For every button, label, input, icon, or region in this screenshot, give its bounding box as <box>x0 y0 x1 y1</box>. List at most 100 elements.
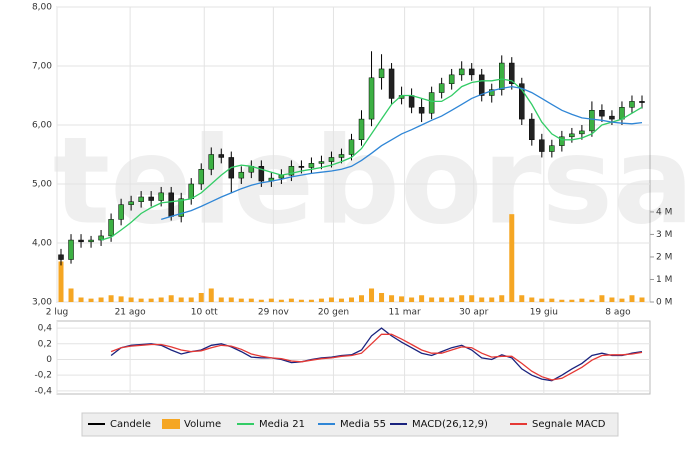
y-tick-label: 0,4 <box>38 324 53 334</box>
y-tick-label: -0,4 <box>34 386 52 396</box>
candle-body <box>218 154 225 158</box>
candle-body <box>88 239 94 243</box>
volume-bar <box>78 297 84 302</box>
x-tick-label: 29 nov <box>258 308 290 318</box>
candle-body <box>609 115 615 120</box>
candle-body <box>128 201 134 205</box>
volume-bar <box>639 297 645 302</box>
candle-body <box>208 154 215 170</box>
volume-bar <box>529 297 535 302</box>
candle-body <box>408 95 415 108</box>
volume-bar <box>98 297 104 302</box>
candle-body <box>509 62 515 84</box>
candle-body <box>288 166 295 176</box>
x-tick-label: 2 lug <box>46 308 69 318</box>
volume-bar <box>379 292 385 302</box>
legend-label: Media 55 <box>340 419 386 430</box>
candle-body <box>468 68 475 76</box>
candle-body <box>68 239 74 260</box>
candle-body <box>298 166 305 168</box>
candle-body <box>388 68 395 99</box>
candle-body <box>78 239 84 243</box>
candle-body <box>58 254 64 260</box>
candle-body <box>478 74 485 96</box>
volume-bar <box>589 299 595 302</box>
candle-body <box>188 183 194 199</box>
volume-bar <box>619 298 625 302</box>
candle-body <box>428 92 435 114</box>
volume-bar <box>499 295 505 302</box>
volume-bar <box>489 297 495 302</box>
volume-bar <box>409 297 415 302</box>
candle-body <box>198 169 204 185</box>
plot-area <box>56 320 651 395</box>
volume-bar <box>559 299 565 302</box>
volume-bar <box>298 299 304 302</box>
candle-body <box>529 118 535 140</box>
volume-bar <box>228 297 234 302</box>
candle-body <box>629 101 635 108</box>
volume-bar <box>268 298 274 302</box>
candle-body <box>448 74 455 84</box>
y2-tick-label: 3 M <box>656 230 672 240</box>
y2-tick-label: 2 M <box>656 252 672 262</box>
volume-bar <box>158 297 164 302</box>
candle-body <box>168 192 174 217</box>
volume-bar <box>218 297 224 302</box>
x-tick-label: 11 mar <box>388 308 421 318</box>
volume-bar <box>369 288 375 302</box>
volume-bar <box>579 298 585 302</box>
volume-bar <box>549 298 555 302</box>
volume-bar <box>449 297 455 302</box>
volume-bar <box>328 297 334 302</box>
volume-bar <box>569 299 575 302</box>
volume-bar <box>88 298 94 302</box>
volume-bar <box>118 296 124 302</box>
candle-body <box>519 83 525 120</box>
volume-bar <box>348 297 354 302</box>
volume-bar <box>258 299 264 302</box>
candle-body <box>418 107 425 114</box>
x-tick-label: 19 giu <box>530 308 558 318</box>
candle-body <box>358 118 365 140</box>
volume-bar <box>168 295 174 302</box>
volume-bar <box>519 295 525 302</box>
volume-bar <box>148 298 154 302</box>
y-tick-label: 5,00 <box>32 180 52 190</box>
candle-body <box>378 68 385 79</box>
candle-body <box>458 68 465 76</box>
volume-bar <box>429 297 435 302</box>
candle-body <box>348 139 355 155</box>
y-tick-label: 0 <box>46 355 52 365</box>
volume-bar <box>439 297 445 302</box>
volume-bar <box>359 295 365 302</box>
line-series <box>100 78 643 241</box>
y2-tick-label: 1 M <box>656 275 672 285</box>
volume-bar <box>238 298 244 302</box>
y-tick-label: 0,2 <box>38 339 52 349</box>
candle-body <box>338 154 345 158</box>
volume-bar <box>629 295 635 302</box>
volume-bar <box>138 298 144 302</box>
candle-body <box>328 157 335 162</box>
y-tick-label: 8,00 <box>32 3 52 13</box>
volume-bar <box>188 297 194 302</box>
volume-bar <box>509 214 515 302</box>
candle-body <box>98 235 104 241</box>
candle-body <box>308 163 315 168</box>
candle-body <box>258 166 265 182</box>
legend-label: Candele <box>110 419 151 430</box>
volume-bar <box>58 261 64 302</box>
line-series <box>161 85 643 221</box>
volume-bar <box>108 295 114 302</box>
candle-body <box>368 77 375 120</box>
line-series <box>110 333 643 381</box>
x-tick-label: 10 ott <box>191 308 218 318</box>
candle-body <box>158 192 164 201</box>
candle-body <box>559 136 565 146</box>
volume-bar <box>338 298 344 302</box>
y-tick-label: 6,00 <box>32 121 52 131</box>
candle-body <box>539 139 545 152</box>
candle-body <box>589 110 595 132</box>
